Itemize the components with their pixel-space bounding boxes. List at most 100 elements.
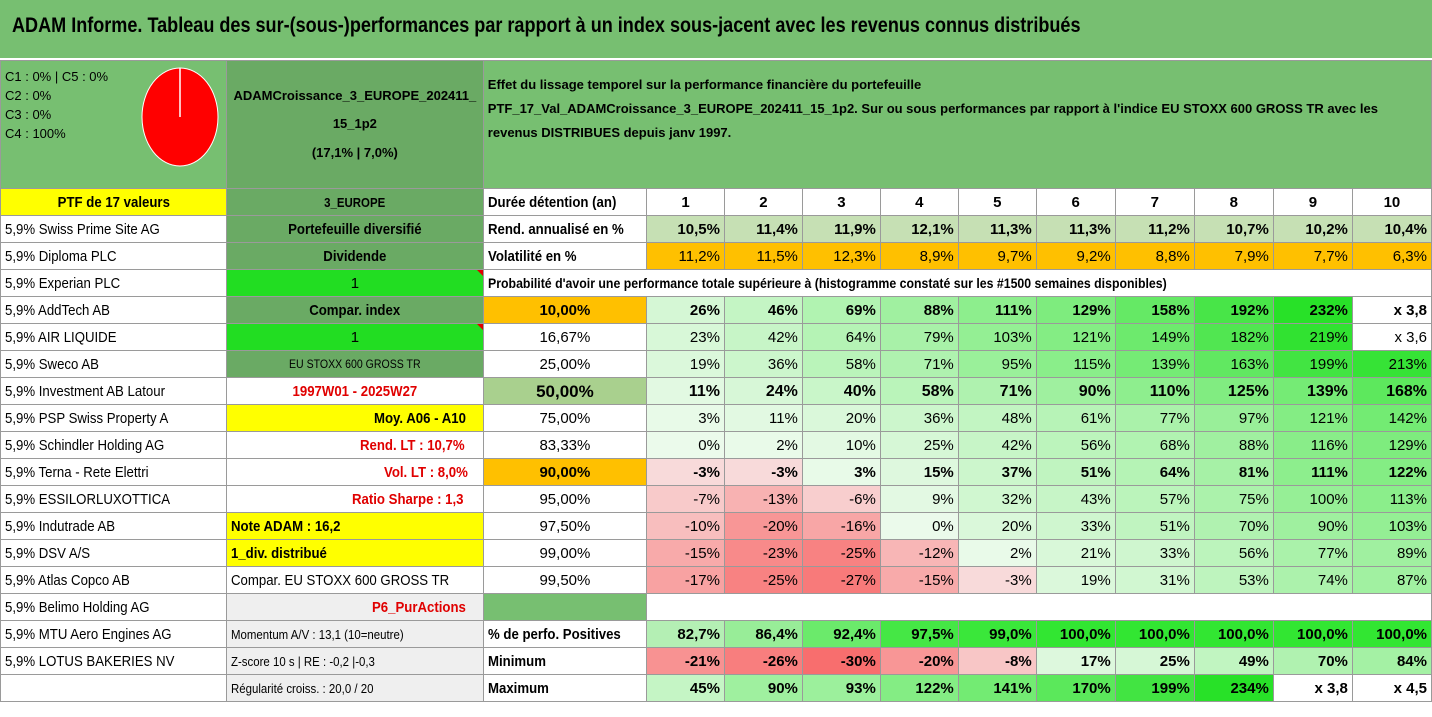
prob-value: 3% bbox=[801, 458, 881, 486]
prob-value: -20% bbox=[723, 512, 803, 540]
prob-row: 5,9% PSP Swiss Property A Moy. A06 - A10… bbox=[0, 404, 1432, 432]
prob-value: 75% bbox=[1193, 485, 1274, 513]
minimum-value: -20% bbox=[879, 647, 959, 675]
prob-value: 20% bbox=[957, 512, 1037, 540]
prob-value: 111% bbox=[1272, 458, 1353, 486]
holding-12: 5,9% Indutrade AB bbox=[0, 512, 227, 540]
minimum-value: 70% bbox=[1272, 647, 1353, 675]
vol-lt-label: Vol. LT : 8,0% bbox=[225, 458, 484, 486]
prob-row: 5,9% ESSILORLUXOTTICA Ratio Sharpe : 1,3… bbox=[0, 485, 1432, 513]
prob-value: 103% bbox=[957, 323, 1037, 351]
prob-value: -16% bbox=[801, 512, 881, 540]
prob-value: -3% bbox=[646, 458, 725, 486]
rend-value: 11,3% bbox=[957, 215, 1037, 243]
positive-value: 100,0% bbox=[1193, 620, 1274, 648]
prob-value: 100% bbox=[1272, 485, 1353, 513]
prob-value: -10% bbox=[646, 512, 725, 540]
holding-11: 5,9% ESSILORLUXOTTICA bbox=[0, 485, 227, 513]
holding-2: 5,9% Diploma PLC bbox=[0, 242, 227, 270]
flag-cell-1[interactable]: 1 bbox=[225, 269, 484, 297]
holding-13: 5,9% DSV A/S bbox=[0, 539, 227, 567]
minimum-value: -8% bbox=[957, 647, 1037, 675]
compar-full-label: Compar. EU STOXX 600 GROSS TR bbox=[225, 566, 484, 594]
prob-value: 31% bbox=[1114, 566, 1195, 594]
maximum-value: 141% bbox=[957, 674, 1037, 702]
prob-value: 149% bbox=[1114, 323, 1195, 351]
prob-value: 121% bbox=[1035, 323, 1116, 351]
vol-value: 11,5% bbox=[723, 242, 803, 270]
ptf-label: PTF de 17 valeurs bbox=[0, 188, 227, 216]
vol-value: 8,9% bbox=[879, 242, 959, 270]
index-name-label: EU STOXX 600 GROSS TR bbox=[225, 350, 484, 378]
sharpe-label: Ratio Sharpe : 1,3 bbox=[225, 485, 484, 513]
prob-value: 2% bbox=[723, 431, 803, 459]
positive-value: 86,4% bbox=[723, 620, 803, 648]
prob-value: 182% bbox=[1193, 323, 1274, 351]
prob-value: 40% bbox=[801, 377, 881, 405]
prob-row: 5,9% AIR LIQUIDE 1 16,67% 23% 42% 64% 79… bbox=[0, 323, 1432, 351]
prob-value: 139% bbox=[1272, 377, 1353, 405]
maximum-value: x 4,5 bbox=[1351, 674, 1432, 702]
prob-value: -23% bbox=[723, 539, 803, 567]
prob-value: 0% bbox=[646, 431, 725, 459]
prob-value: 36% bbox=[723, 350, 803, 378]
prob-value: x 3,6 bbox=[1351, 323, 1432, 351]
holding-10: 5,9% Terna - Rete Elettri bbox=[0, 458, 227, 486]
prob-value: 121% bbox=[1272, 404, 1353, 432]
positive-value: 100,0% bbox=[1114, 620, 1195, 648]
year-2: 2 bbox=[723, 188, 803, 216]
year-7: 7 bbox=[1114, 188, 1195, 216]
prob-value: 20% bbox=[801, 404, 881, 432]
diversified-label: Portefeuille diversifié bbox=[225, 215, 484, 243]
prob-value: 58% bbox=[801, 350, 881, 378]
holding-5: 5,9% AIR LIQUIDE bbox=[0, 323, 227, 351]
vol-value: 11,2% bbox=[646, 242, 725, 270]
prob-value: 89% bbox=[1351, 539, 1432, 567]
rend-value: 11,4% bbox=[723, 215, 803, 243]
prob-value: -15% bbox=[646, 539, 725, 567]
vol-value: 12,3% bbox=[801, 242, 881, 270]
prob-value: 88% bbox=[879, 296, 959, 324]
prob-level: 10,00% bbox=[482, 296, 648, 324]
regularity-label: Régularité croiss. : 20,0 / 20 bbox=[225, 674, 484, 702]
prob-value: 125% bbox=[1193, 377, 1274, 405]
holding-17: 5,9% LOTUS BAKERIES NV bbox=[0, 647, 227, 675]
prob-level: 95,00% bbox=[482, 485, 648, 513]
prob-value: 116% bbox=[1272, 431, 1353, 459]
year-8: 8 bbox=[1193, 188, 1274, 216]
maximum-label: Maximum bbox=[482, 674, 648, 702]
title-band: ADAM Informe. Tableau des sur-(sous-)per… bbox=[0, 0, 1432, 58]
year-10: 10 bbox=[1351, 188, 1432, 216]
prob-value: 103% bbox=[1351, 512, 1432, 540]
prob-value: 139% bbox=[1114, 350, 1195, 378]
note-label: Note ADAM : 16,2 bbox=[225, 512, 484, 540]
maximum-value: 199% bbox=[1114, 674, 1195, 702]
holding-16: 5,9% MTU Aero Engines AG bbox=[0, 620, 227, 648]
prob-value: 48% bbox=[957, 404, 1037, 432]
rend-value: 12,1% bbox=[879, 215, 959, 243]
maximum-value: 122% bbox=[879, 674, 959, 702]
flag-cell-2[interactable]: 1 bbox=[225, 323, 484, 351]
prob-value: 68% bbox=[1114, 431, 1195, 459]
prob-value: 3% bbox=[646, 404, 725, 432]
prob-value: 81% bbox=[1193, 458, 1274, 486]
prob-value: 90% bbox=[1035, 377, 1116, 405]
vol-value: 7,7% bbox=[1272, 242, 1353, 270]
p6-label: P6_PurActions bbox=[225, 593, 484, 621]
fund-stats: (17,1% | 7,0%) bbox=[311, 144, 398, 160]
fund-name: ADAMCroissance_3_EUROPE_202411_15_1p2 bbox=[233, 87, 477, 131]
prob-value: 19% bbox=[1035, 566, 1116, 594]
composition-line-2: C2 : 0% bbox=[5, 88, 52, 103]
rend-value: 11,9% bbox=[801, 215, 881, 243]
compar-index-label: Compar. index bbox=[225, 296, 484, 324]
prob-value: 23% bbox=[646, 323, 725, 351]
prob-value: 53% bbox=[1193, 566, 1274, 594]
prob-value: 36% bbox=[879, 404, 959, 432]
composition-pie-chart bbox=[141, 67, 219, 167]
maximum-value: 90% bbox=[723, 674, 803, 702]
prob-level: 50,00% bbox=[482, 377, 648, 405]
prob-value: -13% bbox=[723, 485, 803, 513]
vol-value: 8,8% bbox=[1114, 242, 1195, 270]
prob-value: 129% bbox=[1035, 296, 1116, 324]
prob-row: 5,9% Investment AB Latour 1997W01 - 2025… bbox=[0, 377, 1432, 405]
